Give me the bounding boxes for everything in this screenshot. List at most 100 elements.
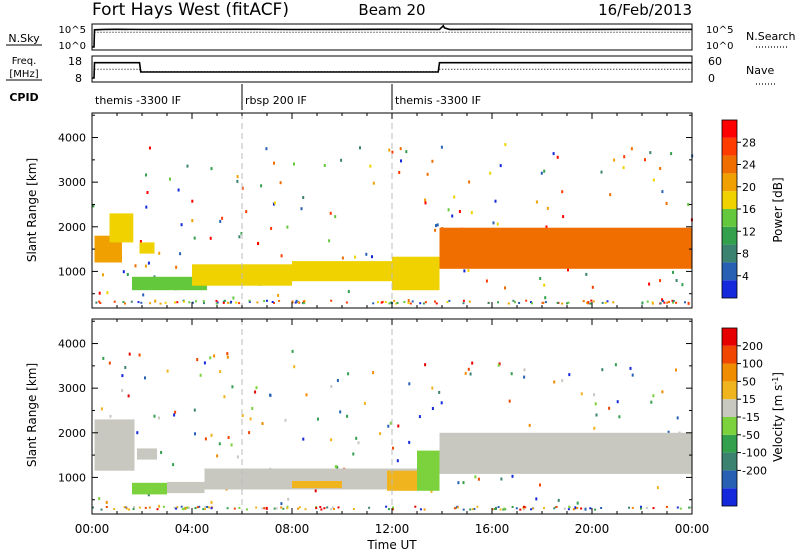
power-speckle	[371, 255, 373, 259]
power-speckle	[591, 285, 594, 289]
velocity-speckle	[500, 477, 503, 481]
velocity-speckle	[194, 432, 196, 436]
velocity-speckle	[227, 436, 230, 439]
velocity-near-range-echo	[297, 507, 300, 510]
power-near-range-echo	[113, 300, 116, 303]
power-speckle	[434, 228, 437, 232]
velocity-near-range-echo	[419, 508, 422, 511]
velocity-speckle	[464, 371, 467, 375]
velocity-speckle	[553, 380, 556, 384]
power-speckle	[561, 190, 564, 194]
power-speckle	[347, 290, 350, 293]
power-panel: Slant Range [km] 1000 2000 3000 4000	[25, 112, 694, 309]
velocity-speckle	[226, 352, 229, 356]
velocity-data	[94, 419, 692, 495]
velocity-speckle	[127, 394, 130, 398]
power-ytick-label: 3000	[58, 176, 86, 189]
power-near-range-echo	[446, 301, 449, 304]
velocity-speckle	[595, 413, 598, 417]
power-speckle	[186, 164, 189, 168]
velocity-colorbar-block	[722, 345, 737, 364]
velocity-speckle	[614, 363, 617, 367]
power-speckle	[407, 299, 410, 303]
velocity-colorbar-tick-label: -100	[742, 447, 767, 460]
velocity-echo-region	[417, 450, 440, 491]
power-near-range-echo	[556, 301, 559, 304]
power-speckle	[341, 256, 344, 260]
power-speckle	[661, 298, 664, 302]
power-speckle	[562, 215, 565, 219]
velocity-speckle	[593, 426, 596, 430]
velocity-speckle	[431, 386, 434, 390]
velocity-near-range-echo	[275, 507, 278, 510]
power-speckle	[644, 158, 646, 162]
velocity-near-range-echo	[553, 507, 556, 510]
beam-label: Beam 20	[358, 1, 425, 19]
power-near-range-echo	[567, 301, 570, 304]
power-near-range-echo	[407, 302, 410, 304]
power-speckle	[191, 199, 194, 203]
velocity-near-range-echo	[476, 505, 479, 508]
power-speckle	[177, 188, 180, 192]
nsky-tick-low: 10^0	[59, 41, 86, 52]
power-speckle	[431, 159, 434, 163]
velocity-colorbar-block	[722, 470, 737, 489]
power-near-range-echo	[659, 302, 662, 305]
cpid-row: CPID themis -3300 IF rbsp 200 IF themis -3…	[9, 84, 481, 110]
velocity-speckle	[213, 354, 216, 358]
power-near-range-echo	[393, 299, 396, 302]
power-near-range-echo	[606, 300, 609, 303]
power-near-range-echo	[98, 300, 101, 303]
velocity-speckle	[293, 365, 296, 369]
power-speckle	[545, 225, 548, 229]
velocity-speckle	[523, 368, 526, 372]
velocity-near-range-echo	[333, 508, 335, 510]
power-speckle	[623, 155, 626, 159]
velocity-near-range-echo	[689, 506, 692, 509]
nsky-series	[92, 24, 693, 48]
power-speckle	[359, 146, 361, 150]
power-near-range-echo	[542, 301, 545, 304]
velocity-echo-region	[132, 482, 167, 495]
power-ylabel: Slant Range [km]	[25, 158, 39, 262]
time-tick-label: 04:00	[175, 522, 210, 536]
velocity-speckle	[147, 493, 150, 497]
power-speckle	[405, 150, 408, 154]
power-speckle	[280, 254, 283, 258]
power-near-range-echo	[675, 301, 678, 304]
power-near-range-echo	[544, 301, 547, 304]
power-near-range-echo	[273, 302, 275, 304]
velocity-near-range-echo	[631, 506, 634, 509]
power-near-range-echo	[377, 301, 379, 304]
velocity-ytick-label: 1000	[58, 471, 86, 484]
power-speckle	[424, 198, 427, 202]
velocity-speckle	[330, 438, 333, 442]
power-speckle	[391, 150, 394, 154]
velocity-echo-region	[94, 419, 135, 471]
velocity-speckle	[136, 431, 139, 435]
power-ytick-label: 2000	[58, 221, 86, 234]
velocity-ytick-label: 4000	[58, 338, 86, 351]
freq-tick-low: 8	[75, 72, 82, 85]
velocity-speckle	[173, 413, 176, 417]
power-colorbar-tick-label: 24	[742, 159, 756, 172]
velocity-near-range-echo	[589, 507, 592, 510]
power-near-range-echo	[411, 300, 414, 303]
power-speckle	[175, 265, 178, 269]
power-speckle	[210, 167, 213, 171]
velocity-speckle	[158, 504, 161, 508]
power-near-range-echo	[468, 300, 471, 303]
power-near-range-echo	[424, 301, 427, 304]
velocity-near-range-echo	[676, 506, 679, 509]
power-near-range-echo	[130, 300, 133, 303]
velocity-speckle	[357, 441, 360, 445]
power-colorbar-blocks	[722, 120, 737, 298]
power-near-range-echo	[601, 301, 604, 304]
power-colorbar-block	[722, 120, 737, 138]
power-echo-region	[392, 256, 440, 291]
velocity-near-range-echo	[202, 508, 205, 511]
power-speckle	[453, 195, 456, 199]
power-echo-region	[292, 261, 392, 282]
velocity-near-range-echo	[600, 507, 603, 509]
